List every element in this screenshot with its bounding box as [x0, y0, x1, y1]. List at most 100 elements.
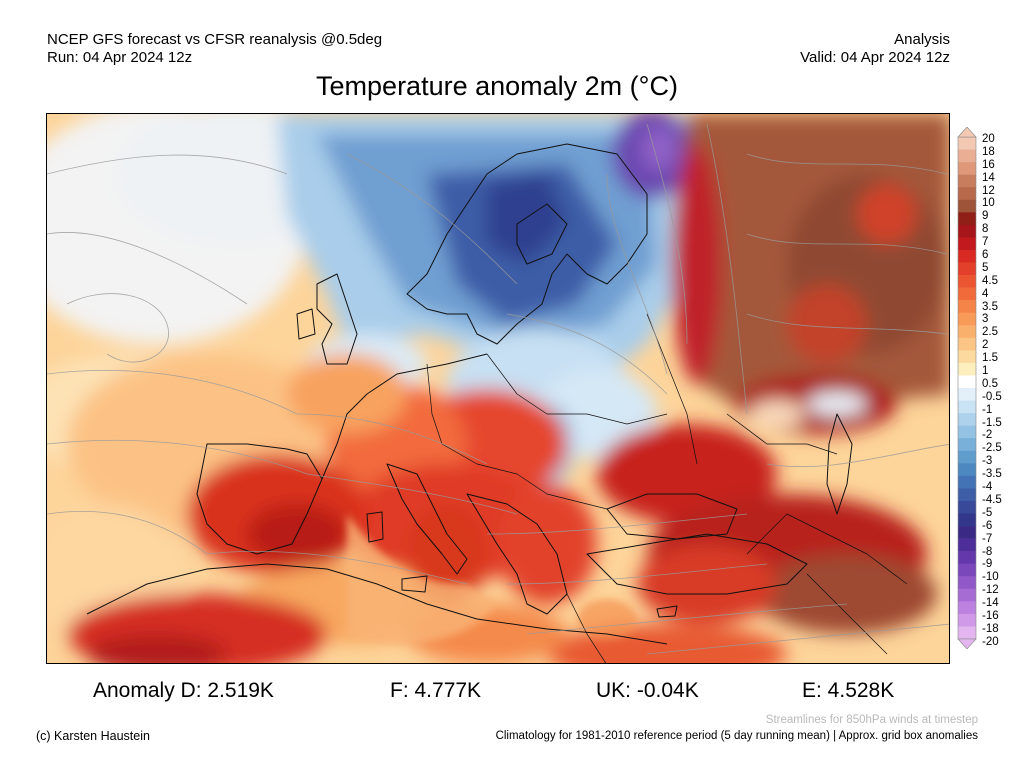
- anomaly-uk: UK: -0.04K: [596, 679, 699, 702]
- colorbar-cell: [958, 337, 976, 351]
- colorbar-label: -0.5: [982, 390, 1002, 403]
- colorbar-cell: [958, 137, 976, 150]
- anomaly-germany: Anomaly D: 2.519K: [93, 679, 274, 702]
- colorbar-label: 10: [982, 197, 995, 210]
- colorbar-cell: [958, 488, 976, 502]
- colorbar-cell: [958, 438, 976, 452]
- colorbar-label: 14: [982, 171, 995, 184]
- colorbar-cell: [958, 375, 976, 389]
- colorbar-label: -8: [982, 545, 993, 558]
- colorbar-labels: 20 18 16 14 12 10 9 8 7 6 5 4.5 4 3.5 3 2.5 2 1.5 1 0.5 -0.5…: [982, 133, 1002, 649]
- colorbar-label: 0.5: [982, 377, 998, 390]
- colorbar-cell: [958, 224, 976, 238]
- colorbar-cell: [958, 312, 976, 326]
- colorbar-label: 6: [982, 249, 989, 262]
- colorbar-label: 3: [982, 313, 989, 326]
- colorbar-label: -2: [982, 429, 993, 442]
- colorbar-label: -12: [982, 584, 999, 597]
- colorbar-cell: [958, 199, 976, 213]
- colorbar-cell: [958, 551, 976, 564]
- colorbar-cell: [958, 588, 976, 602]
- analysis-label: Analysis: [894, 31, 950, 48]
- colorbar-label: -3: [982, 455, 993, 468]
- colorbar-cell: [958, 463, 976, 477]
- climatology-note: Climatology for 1981-2010 reference peri…: [495, 730, 978, 742]
- colorbar-cell: [958, 563, 976, 577]
- colorbar-cell: [958, 362, 976, 376]
- anomaly-spain: E: 4.528K: [802, 679, 895, 702]
- colorbar-label: 4: [982, 287, 989, 300]
- header-right: Analysis Valid: 04 Apr 2024 12z: [800, 31, 950, 67]
- colorbar-top-arrow: [957, 127, 977, 138]
- valid-time: Valid: 04 Apr 2024 12z: [800, 49, 950, 66]
- header-left: NCEP GFS forecast vs CFSR reanalysis @0.…: [47, 31, 382, 67]
- run-time: Run: 04 Apr 2024 12z: [47, 49, 193, 66]
- model-description: NCEP GFS forecast vs CFSR reanalysis @0.…: [47, 31, 383, 48]
- wind-streamlines: [47, 123, 949, 655]
- colorbar-label: 18: [982, 145, 995, 158]
- colorbar-label: -18: [982, 622, 999, 635]
- map-canvas: [47, 114, 949, 663]
- colorbar-label: -4.5: [982, 493, 1002, 506]
- colorbar-cell: [958, 388, 976, 401]
- colorbar-cell: [958, 187, 976, 201]
- colorbar-label: -14: [982, 597, 999, 610]
- colorbar-label: -4: [982, 481, 993, 494]
- colorbar-cell: [958, 249, 976, 263]
- colorbar-label: 9: [982, 210, 989, 223]
- colorbar-cell: [958, 287, 976, 301]
- colorbar-cell: [958, 174, 976, 188]
- colorbar-label: -6: [982, 519, 993, 532]
- anomaly-map: [46, 113, 950, 664]
- credit: (c) Karsten Haustein: [36, 729, 150, 743]
- colorbar-cell: [958, 538, 976, 552]
- colorbar-label: 1: [982, 365, 989, 378]
- colorbar-cell: [958, 400, 976, 414]
- colorbar-cell: [958, 576, 976, 590]
- colorbar-label: 3.5: [982, 300, 998, 313]
- sea-overlay: [347, 514, 637, 644]
- colorbar-label: 12: [982, 184, 995, 197]
- colorbar-cell: [958, 300, 976, 313]
- colorbar-cell: [958, 237, 976, 251]
- colorbar-label: 2: [982, 339, 989, 352]
- colorbar-cell: [958, 350, 976, 364]
- colorbar-label: -7: [982, 532, 993, 545]
- map-title: Temperature anomaly 2m (°C): [316, 71, 678, 101]
- colorbar-label: 5: [982, 261, 989, 274]
- anomaly-field: [47, 114, 949, 663]
- colorbar-cell: [958, 212, 976, 226]
- colorbar-label: -1: [982, 403, 993, 416]
- colorbar-cell: [958, 601, 976, 615]
- colorbar-cell: [958, 275, 976, 288]
- colorbar-label: -16: [982, 609, 999, 622]
- colorbar-cell: [958, 162, 976, 175]
- colorbar-label: -5: [982, 506, 993, 519]
- streamline-note: Streamlines for 850hPa winds at timestep: [765, 714, 978, 726]
- colorbar-label: -1.5: [982, 416, 1002, 429]
- colorbar-cell: [958, 425, 976, 439]
- colorbar-label: -20: [982, 635, 999, 648]
- colorbar-cell: [958, 626, 976, 640]
- colorbar-cell: [958, 413, 976, 426]
- colorbar-label: 2.5: [982, 326, 998, 339]
- colorbar-label: 7: [982, 236, 989, 249]
- colorbar-label: -3.5: [982, 468, 1002, 481]
- colorbar-label: 4.5: [982, 274, 998, 287]
- colorbar-cell: [958, 475, 976, 489]
- colorbar-cell: [958, 526, 976, 539]
- colorbar: [957, 127, 977, 649]
- colorbar-label: 8: [982, 223, 989, 236]
- colorbar-cell: [958, 513, 976, 527]
- colorbar-label: -9: [982, 558, 993, 571]
- colorbar-label: 20: [982, 133, 995, 145]
- colorbar-label: 1.5: [982, 352, 998, 365]
- colorbar-cell: [958, 450, 976, 464]
- colorbar-cell: [958, 149, 976, 163]
- anomaly-france: F: 4.777K: [390, 679, 482, 702]
- coastlines: [86, 143, 908, 663]
- colorbar-label: -10: [982, 571, 999, 584]
- colorbar-label: 16: [982, 158, 995, 171]
- colorbar-bottom-arrow: [957, 638, 977, 649]
- colorbar-cell: [958, 500, 976, 514]
